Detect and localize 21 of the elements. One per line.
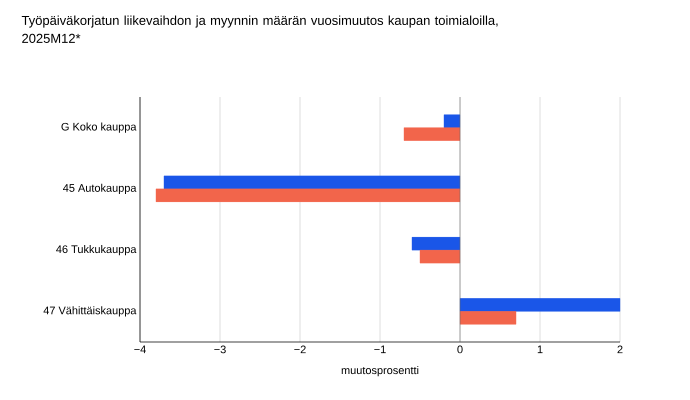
bar [412, 236, 460, 250]
bar [460, 311, 516, 325]
bar [156, 188, 460, 202]
y-tick-label: 46 Tukkukauppa [56, 245, 136, 256]
x-tick-label: −2 [294, 346, 306, 354]
y-tick-label: 47 Vähittäiskauppa [44, 306, 136, 316]
x-tick-label: −4 [134, 346, 146, 354]
bar [444, 114, 460, 128]
x-tick-label: 2 [618, 346, 623, 354]
chart-title: Työpäiväkorjatun liikevaihdon ja myynnin määrän vuosimuutos kaupan toimialoilla, 2025M12* [22, 16, 498, 43]
x-tick-label: 0 [457, 346, 463, 354]
bar [404, 127, 460, 141]
bar [164, 176, 460, 190]
bar [460, 298, 620, 312]
x-tick-label: −1 [374, 346, 386, 354]
x-axis-title: muutosprosentti [342, 366, 418, 376]
x-tick-label: 1 [538, 346, 543, 354]
y-tick-label: 45 Autokauppa [63, 184, 136, 194]
bar [420, 250, 460, 264]
x-tick-label: −3 [214, 346, 226, 354]
y-tick-label: G Koko kauppa [61, 122, 136, 133]
